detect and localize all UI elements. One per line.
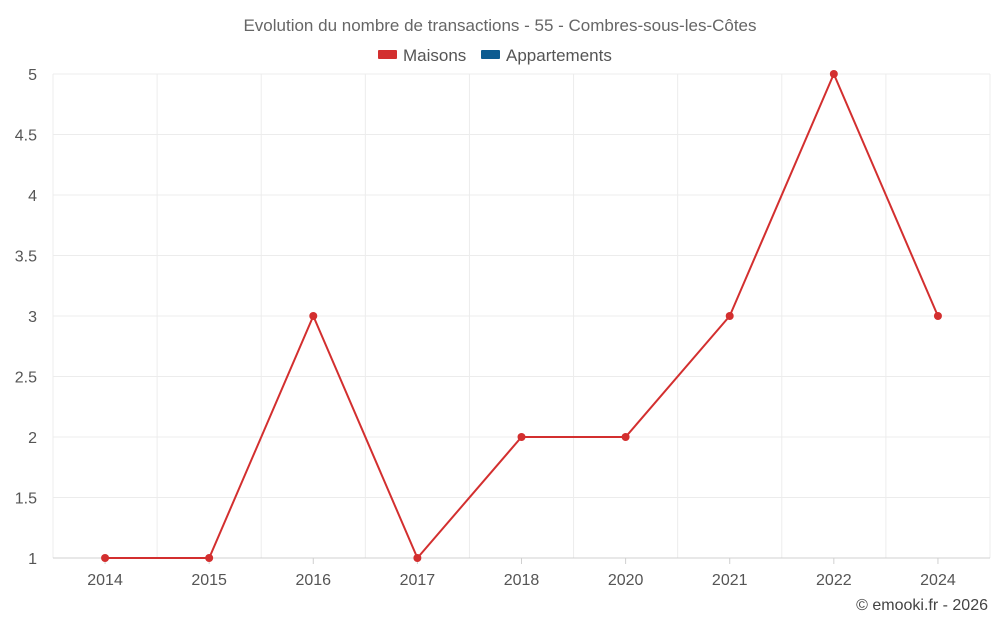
credit-text: © emooki.fr - 2026 [856,597,988,614]
y-tick-label: 1.5 [15,491,37,508]
chart-title: Evolution du nombre de transactions - 55… [243,16,756,35]
x-tick-label: 2017 [400,572,436,589]
y-tick-label: 5 [28,67,37,84]
legend-item-appartements[interactable]: Appartements [481,46,612,65]
data-point-maisons[interactable] [309,312,318,320]
data-point-maisons[interactable] [725,312,734,320]
x-axis: 2014 2015 2016 2017 2018 2020 2021 2022 2024 [53,557,990,589]
y-tick-label: 4.5 [15,128,37,145]
series-layer [101,70,942,562]
data-point-maisons[interactable] [829,70,838,78]
x-tick-label: 2014 [87,572,123,589]
data-point-maisons[interactable] [205,554,214,562]
y-tick-label: 2 [28,430,37,447]
y-tick-label: 1 [28,551,37,568]
x-tick-label: 2015 [191,572,227,589]
legend-swatch-appartements [481,50,500,59]
x-tick-label: 2022 [816,572,852,589]
data-point-maisons[interactable] [413,554,422,562]
y-tick-label: 4 [28,188,37,205]
grid-lines [52,73,991,558]
y-axis: 1 1.5 2 2.5 3 3.5 4 4.5 5 [15,67,37,568]
x-tick-label: 2021 [712,572,748,589]
x-tick-label: 2024 [920,572,956,589]
legend: Maisons Appartements [378,46,612,65]
data-point-maisons[interactable] [517,433,526,441]
x-tick-label: 2020 [608,572,644,589]
x-tick-label: 2018 [504,572,540,589]
y-tick-label: 3.5 [15,249,37,266]
data-point-maisons[interactable] [101,554,110,562]
data-point-maisons[interactable] [933,312,942,320]
legend-item-maisons[interactable]: Maisons [378,46,466,65]
legend-swatch-maisons [378,50,397,59]
y-tick-label: 2.5 [15,370,37,387]
legend-label-appartements: Appartements [506,46,612,65]
data-point-maisons[interactable] [621,433,630,441]
x-tick-label: 2016 [295,572,331,589]
y-tick-label: 3 [28,309,37,326]
legend-label-maisons: Maisons [403,46,466,65]
